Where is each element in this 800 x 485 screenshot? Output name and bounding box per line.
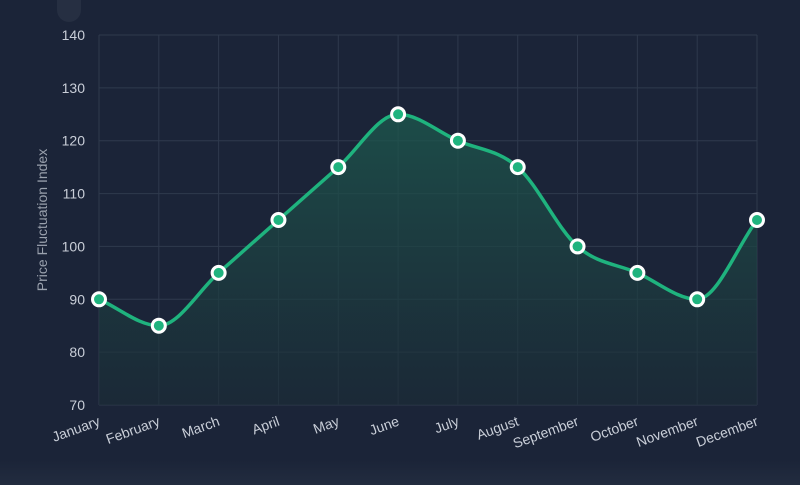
data-point-september[interactable] xyxy=(569,238,586,255)
y-tick-label: 80 xyxy=(69,344,85,360)
data-point-january[interactable] xyxy=(91,291,107,308)
data-point-february[interactable] xyxy=(150,317,167,334)
area-fill xyxy=(99,114,757,406)
x-tick-label: December xyxy=(694,413,760,450)
x-axis-ticks: January February March April May June July Augu… xyxy=(50,413,761,452)
data-point-april[interactable] xyxy=(270,212,287,228)
x-tick-label: September xyxy=(511,413,581,452)
data-point-october[interactable] xyxy=(629,264,646,281)
y-axis-title: Price Fluctuation Index xyxy=(34,149,50,291)
data-point-december[interactable] xyxy=(749,212,765,228)
x-tick-label: February xyxy=(104,413,162,447)
y-tick-label: 100 xyxy=(62,238,86,254)
x-tick-label: November xyxy=(634,413,700,450)
data-point-august[interactable] xyxy=(509,159,526,176)
x-tick-label: March xyxy=(180,413,222,441)
y-tick-label: 120 xyxy=(62,133,86,149)
y-tick-label: 130 xyxy=(62,80,86,96)
bottom-bar xyxy=(0,460,800,485)
data-points xyxy=(91,106,765,334)
y-axis-ticks: 70 80 90 100 110 120 130 140 xyxy=(62,27,86,413)
series-area xyxy=(99,114,757,406)
data-point-may[interactable] xyxy=(330,159,347,176)
x-tick-label: January xyxy=(50,413,102,445)
x-tick-label: October xyxy=(588,413,641,445)
x-tick-label: June xyxy=(367,413,401,438)
data-point-november[interactable] xyxy=(689,291,706,308)
y-tick-label: 90 xyxy=(69,291,85,307)
y-tick-label: 70 xyxy=(69,397,85,413)
data-point-july[interactable] xyxy=(449,132,466,149)
y-tick-label: 140 xyxy=(62,27,86,43)
x-tick-label: July xyxy=(432,413,461,437)
x-tick-label: April xyxy=(250,413,282,438)
corner-decoration xyxy=(57,0,81,22)
y-tick-label: 110 xyxy=(63,186,86,202)
data-point-march[interactable] xyxy=(210,264,227,281)
data-point-june[interactable] xyxy=(390,106,407,123)
x-tick-label: May xyxy=(311,413,341,437)
